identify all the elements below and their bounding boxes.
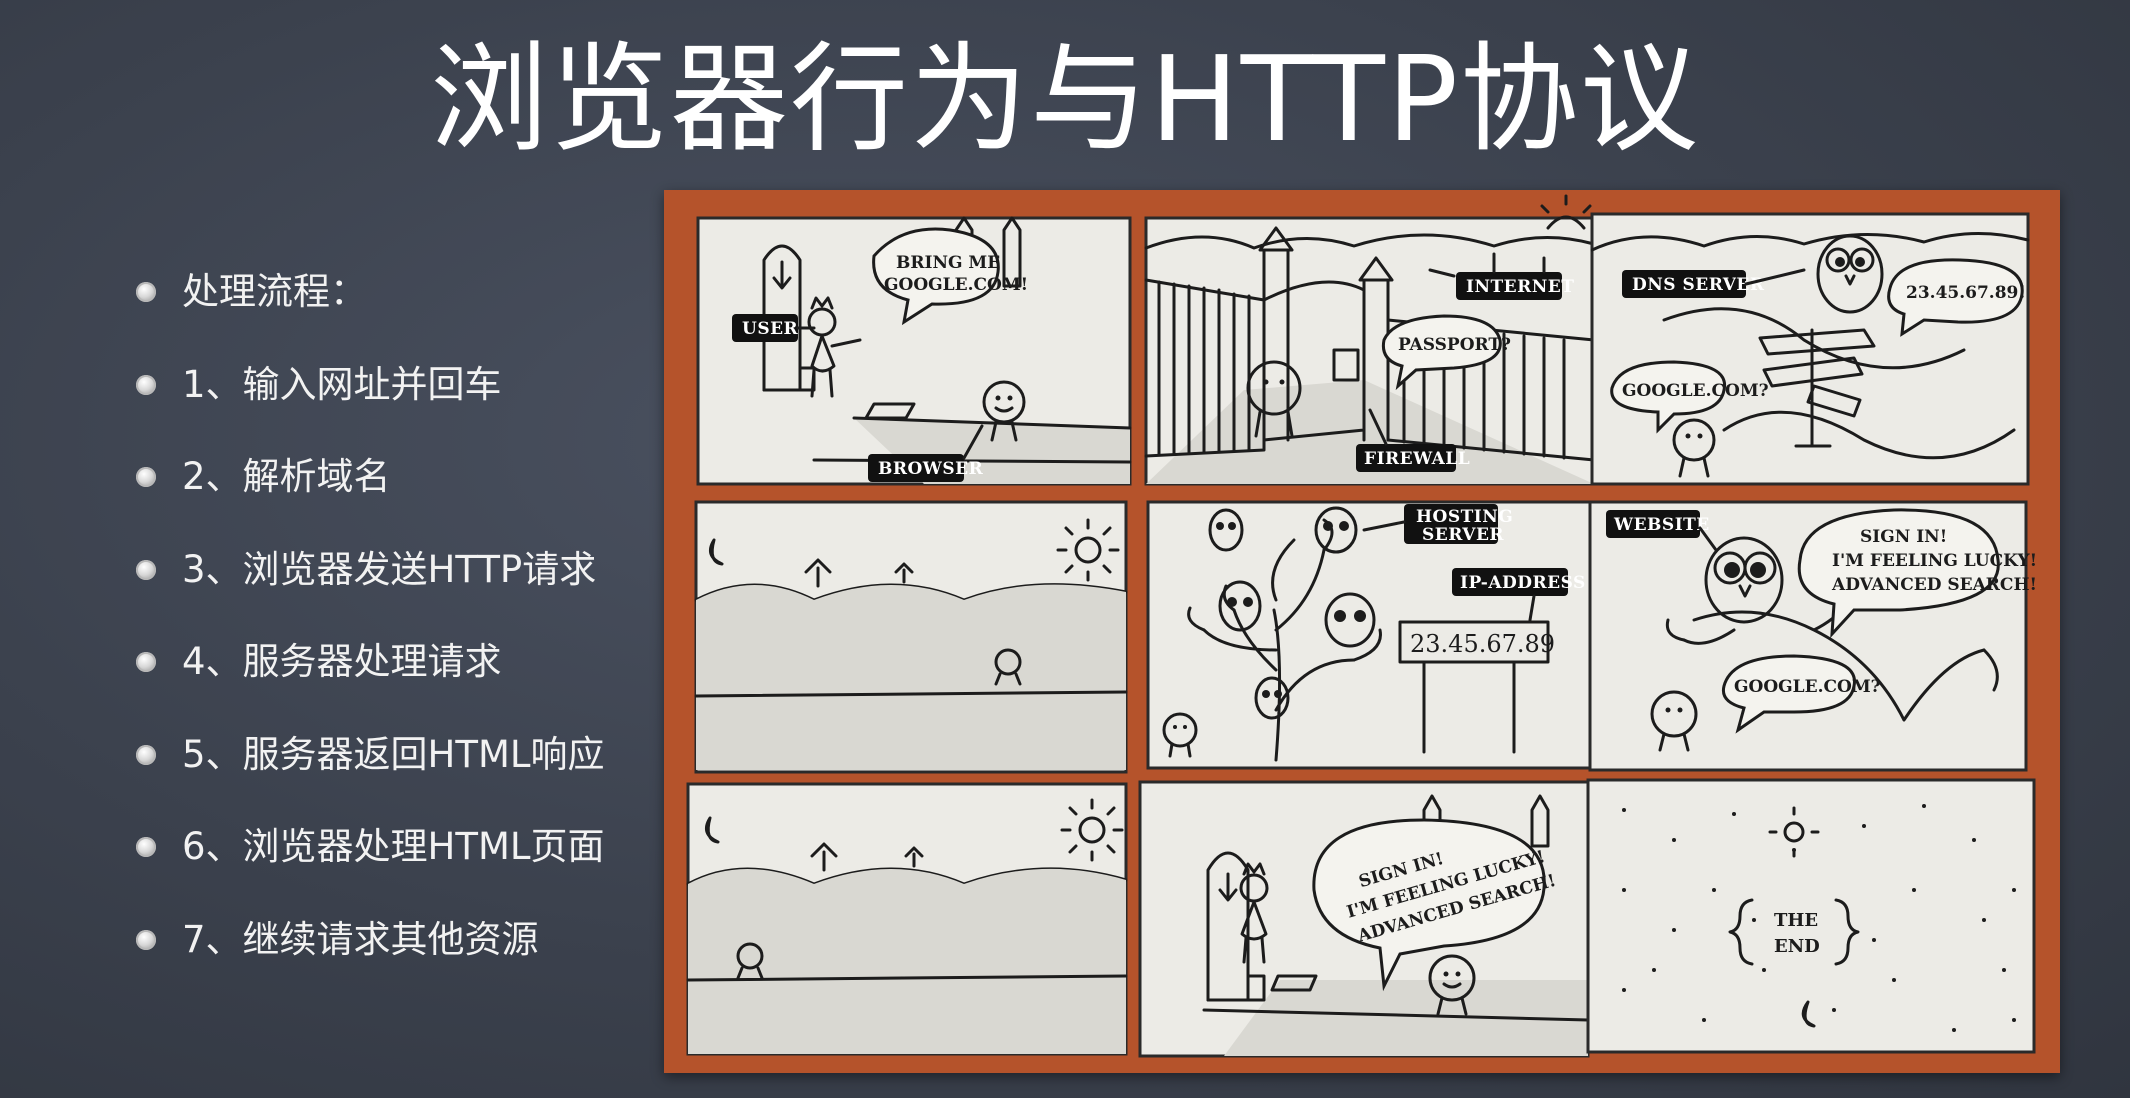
label-hosting: HOSTING <box>1416 507 1513 527</box>
list-item: 2、解析域名 <box>130 447 605 540</box>
bubble-text-line2: GOOGLE.COM! <box>884 275 1028 295</box>
owl-group <box>1208 506 1376 720</box>
comic-panel-2: PASSPORT? INTERNET FIREWALL <box>1144 194 1596 486</box>
list-item-text: 处理流程： <box>182 270 367 313</box>
list-item: 3、浏览器发送HTTP请求 <box>130 540 605 633</box>
the-text: THE <box>1774 910 1818 931</box>
bubble-text-line1: BRING ME <box>896 253 1000 273</box>
bubble-google: GOOGLE.COM? <box>1622 381 1769 401</box>
list-item: 6、浏览器处理HTML页面 <box>130 817 605 910</box>
list-item-text: 3、浏览器发送HTTP请求 <box>182 547 597 591</box>
list-item: 4、服务器处理请求 <box>130 632 605 725</box>
comic-panel-4 <box>694 500 1128 774</box>
comic-panel-7 <box>686 782 1128 1056</box>
list-item-text: 5、服务器返回HTML响应 <box>182 732 605 776</box>
bullet-icon <box>136 837 156 857</box>
list-item-text: 4、服务器处理请求 <box>182 640 502 683</box>
list-item: 处理流程： <box>130 262 605 355</box>
label-firewall: FIREWALL <box>1364 449 1470 469</box>
label-user: USER <box>742 319 799 339</box>
bubble-line1: SIGN IN! <box>1860 527 1947 547</box>
bullet-icon <box>136 559 156 580</box>
bubble-ip: 23.45.67.89! <box>1906 283 2026 303</box>
label-website: WEBSITE <box>1613 515 1710 535</box>
bullet-icon <box>136 374 156 395</box>
label-browser: BROWSER <box>878 459 984 479</box>
label-internet: INTERNET <box>1466 277 1574 297</box>
bubble-passport: PASSPORT? <box>1398 335 1511 355</box>
list-item-text: 6、浏览器处理HTML页面 <box>182 825 605 868</box>
comic-panel-9: THE END <box>1586 778 2036 1054</box>
list-item-text: 2、解析域名 <box>182 455 391 498</box>
comic-panel-3: 23.45.67.89! DNS SERVER GOOGLE.COM? <box>1590 212 2030 486</box>
comic-image: BRING ME GOOGLE.COM! USER BROWSER PASSPO… <box>664 190 2060 1073</box>
bullet-icon <box>136 467 156 487</box>
bubble-google: GOOGLE.COM? <box>1734 677 1881 697</box>
bullet-icon <box>136 652 156 672</box>
bullet-icon <box>136 282 156 302</box>
list-item: 5、服务器返回HTML响应 <box>130 725 605 818</box>
label-dns-server: DNS SERVER <box>1632 275 1765 295</box>
list-item: 7、继续请求其他资源 <box>130 910 605 1003</box>
list-item-text: 1、输入网址并回车 <box>182 362 502 406</box>
bubble-line2: I'M FEELING LUCKY! <box>1832 551 2037 571</box>
list-item-text: 7、继续请求其他资源 <box>182 917 539 961</box>
comic-panel-8: SIGN IN! I'M FEELING LUCKY! ADVANCED SEA… <box>1138 780 1590 1058</box>
comic-strip: BRING ME GOOGLE.COM! USER BROWSER PASSPO… <box>686 194 2037 1058</box>
end-text: END <box>1774 936 1820 957</box>
label-ip-address: IP-ADDRESS <box>1460 573 1586 593</box>
comic-panel-1: BRING ME GOOGLE.COM! USER BROWSER <box>696 216 1132 486</box>
bullet-icon <box>136 744 156 765</box>
comic-panel-5: HOSTING SERVER IP-ADDRESS 23.45.67.89 <box>1146 500 1594 770</box>
bullet-icon <box>136 929 156 950</box>
process-list: 处理流程： 1、输入网址并回车 2、解析域名 3、浏览器发送HTTP请求 4、服… <box>130 262 605 1002</box>
sign-ip: 23.45.67.89 <box>1410 630 1555 658</box>
comic-panel-6: WEBSITE SIGN IN! I'M FEELING LUCKY! ADVA… <box>1588 500 2037 772</box>
label-server: SERVER <box>1422 525 1504 545</box>
bubble-line3: ADVANCED SEARCH! <box>1831 575 2037 595</box>
slide-title: 浏览器行为与HTTP协议 <box>430 30 1700 168</box>
list-item: 1、输入网址并回车 <box>130 355 605 448</box>
